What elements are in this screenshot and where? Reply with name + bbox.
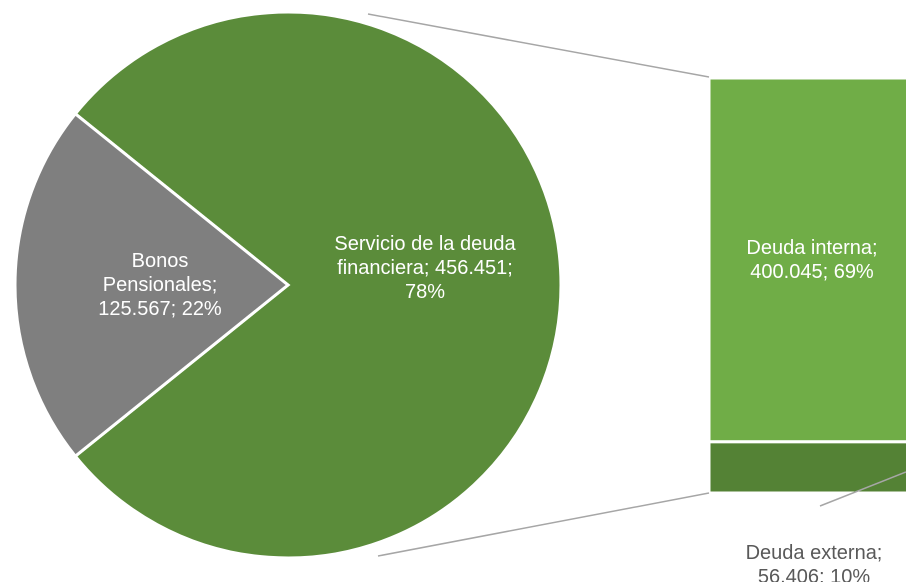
data-label: Bonos Pensionales; 125.567; 22% <box>98 250 222 320</box>
bar-segment <box>707 76 906 444</box>
connector-line <box>377 492 710 557</box>
pie-slice <box>73 10 563 560</box>
connector-line <box>367 13 710 78</box>
data-label: Deuda externa; 56.406; 10% <box>745 542 883 582</box>
data-label: Servicio de la deuda financiera; 456.451… <box>334 233 516 303</box>
leader-line <box>819 471 906 507</box>
data-label: Deuda interna; 400.045; 69% <box>746 237 878 283</box>
bar-segment <box>707 440 906 495</box>
pie-slice <box>13 111 291 459</box>
